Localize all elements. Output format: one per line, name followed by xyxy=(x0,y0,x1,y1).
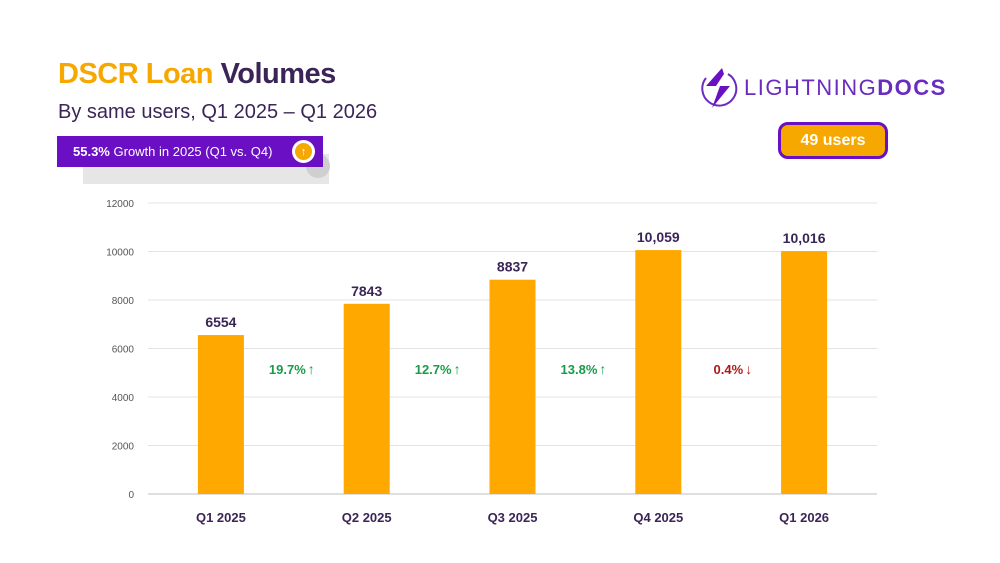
bar xyxy=(343,303,390,494)
data-label: 6554 xyxy=(205,314,236,330)
lightningdocs-logo: LIGHTNINGDOCS xyxy=(698,66,947,110)
title-highlight: DSCR Loan xyxy=(58,58,214,90)
y-tick-label: 8000 xyxy=(112,296,135,307)
y-tick-label: 4000 xyxy=(112,393,135,404)
x-tick-label: Q1 2026 xyxy=(779,510,829,525)
growth-banner: 55.3% Growth in 2025 (Q1 vs. Q4) ↑ xyxy=(57,136,323,167)
x-tick-label: Q2 2025 xyxy=(342,510,392,525)
chart-title: DSCR Loan Volumes xyxy=(58,58,336,91)
change-label: 19.7% xyxy=(269,362,306,377)
data-label: 10,016 xyxy=(783,230,826,246)
y-tick-label: 0 xyxy=(128,490,134,501)
arrow-up-icon: ↑ xyxy=(599,361,606,377)
change-label: 0.4% xyxy=(714,362,744,377)
growth-percent: 55.3% xyxy=(73,144,110,159)
y-tick-label: 2000 xyxy=(112,442,135,453)
data-label: 7843 xyxy=(351,283,382,299)
data-label: 8837 xyxy=(497,259,528,275)
change-label: 13.8% xyxy=(561,362,598,377)
bar xyxy=(197,335,244,494)
lightning-bolt-icon xyxy=(701,68,738,108)
arrow-up-icon: ↑ xyxy=(454,361,461,377)
subtitle: By same users, Q1 2025 – Q1 2026 xyxy=(58,101,378,123)
arrow-up-circle-icon: ↑ xyxy=(292,140,315,163)
y-tick-label: 10000 xyxy=(106,248,134,259)
bar xyxy=(489,279,536,494)
arrow-up-icon: ↑ xyxy=(308,361,315,377)
growth-text: Growth in 2025 (Q1 vs. Q4) xyxy=(113,144,273,159)
change-label: 12.7% xyxy=(415,362,452,377)
users-badge: 49 users xyxy=(778,122,888,159)
y-tick-label: 12000 xyxy=(106,199,134,210)
bar xyxy=(781,251,828,494)
logo-text-light: LIGHTNING xyxy=(744,75,878,100)
data-label: 10,059 xyxy=(637,229,680,245)
title-rest: Volumes xyxy=(220,58,337,90)
logo-text-bold: DOCS xyxy=(877,75,947,100)
y-tick-label: 6000 xyxy=(112,345,135,356)
x-tick-label: Q4 2025 xyxy=(633,510,683,525)
x-tick-label: Q3 2025 xyxy=(488,510,538,525)
arrow-down-icon: ↓ xyxy=(745,361,752,377)
bar xyxy=(635,250,682,494)
x-tick-label: Q1 2025 xyxy=(196,510,246,525)
